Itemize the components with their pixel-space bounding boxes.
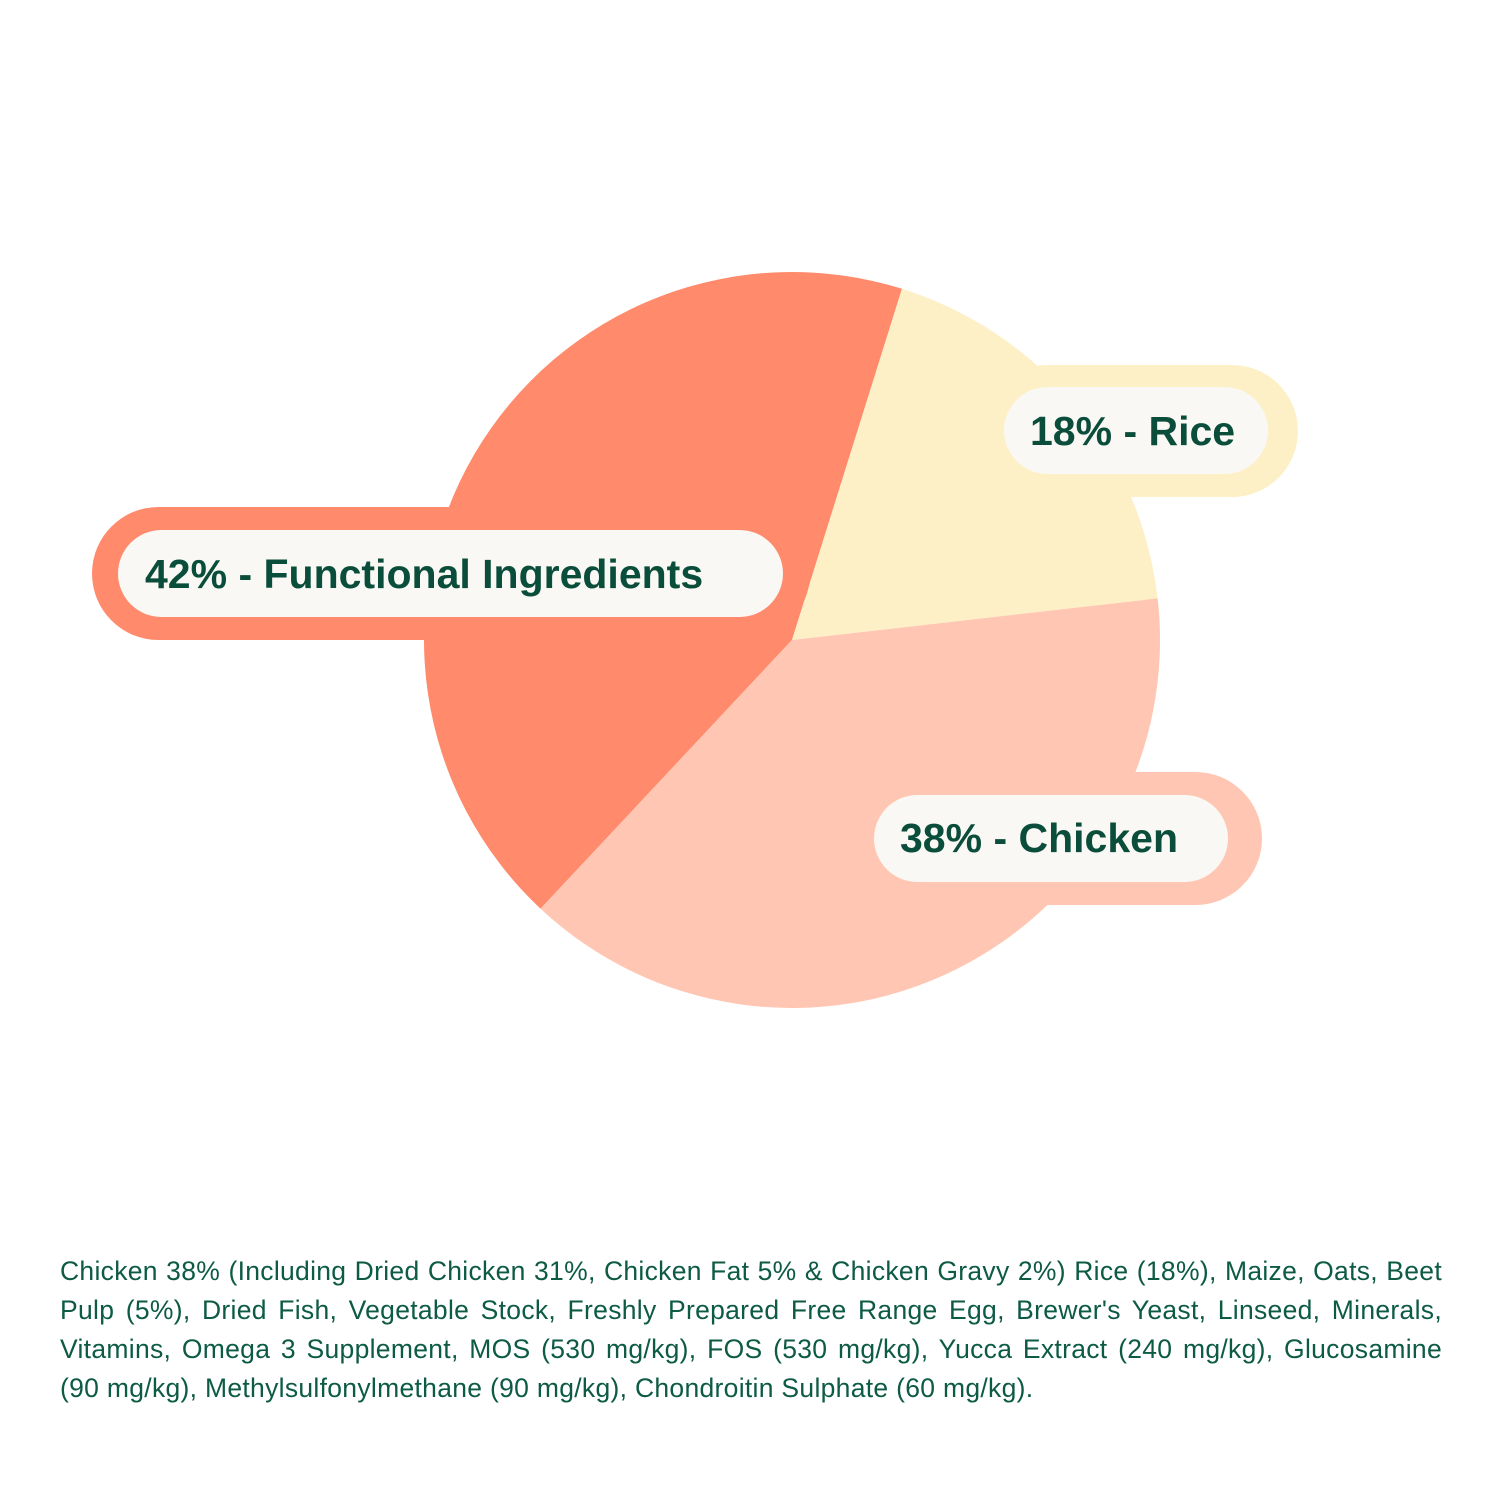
data-label: 18% - Rice	[1030, 408, 1235, 454]
pie-slice	[792, 288, 1158, 640]
label-pill-inner	[874, 795, 1228, 882]
chart: 42% - Functional Ingredients 18% - Rice 38…	[92, 271, 1298, 1009]
data-label: 42% - Functional Ingredients	[145, 551, 703, 597]
pie-slice	[540, 598, 1160, 1009]
data-label: 38% - Chicken	[900, 815, 1178, 861]
ingredients-text: Chicken 38% (Including Dried Chicken 31%…	[60, 1256, 1442, 1403]
label-pill-inner	[118, 530, 783, 617]
label-pill-inner	[1004, 387, 1268, 474]
